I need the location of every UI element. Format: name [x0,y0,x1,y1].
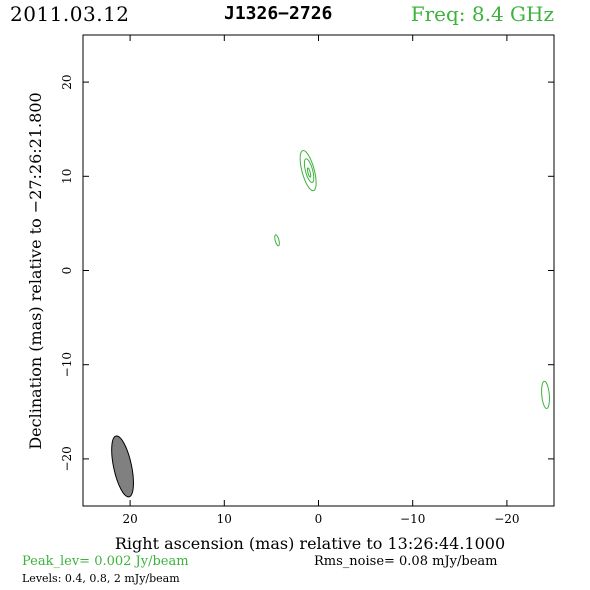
y-tick-label: 0 [60,267,74,275]
x-tick-label: −20 [494,512,519,526]
x-axis-label: Right ascension (mas) relative to 13:26:… [115,534,505,553]
y-tick-label: −10 [60,352,74,377]
beam-ellipse [111,435,134,498]
contour-levels: Levels: 0.4, 0.8, 2 mJy/beam [22,572,180,585]
axis-ticks [83,35,554,506]
frequency-label: Freq: 8.4 GHz [410,2,554,26]
y-tick-labels: 20 10 0 −10 −20 [60,74,74,471]
peak-level: Peak_lev= 0.002 Jy/beam [22,554,189,569]
y-tick-label: 10 [60,169,74,184]
source-name: J1326−2726 [224,3,333,24]
contour-2 [306,167,312,178]
x-tick-labels: 20 10 0 −10 −20 [122,512,519,526]
contour-0.8 [303,158,315,184]
y-tick-label: 20 [60,74,74,89]
x-tick-label: −10 [400,512,425,526]
rms-noise: Rms_noise= 0.08 mJy/beam [314,554,498,569]
contour-marks [111,150,550,498]
y-tick-label: −20 [60,446,74,471]
y-axis-label: Declination (mas) relative to −27:26:21.… [26,92,45,449]
contour-0.4 [274,234,280,247]
contour-0.4 [541,380,550,409]
x-tick-label: 20 [122,512,137,526]
x-tick-label: 10 [217,512,232,526]
plot-frame [82,34,555,507]
contour-0.4 [299,150,317,192]
observation-date: 2011.03.12 [10,2,130,26]
x-tick-label: 0 [315,512,323,526]
